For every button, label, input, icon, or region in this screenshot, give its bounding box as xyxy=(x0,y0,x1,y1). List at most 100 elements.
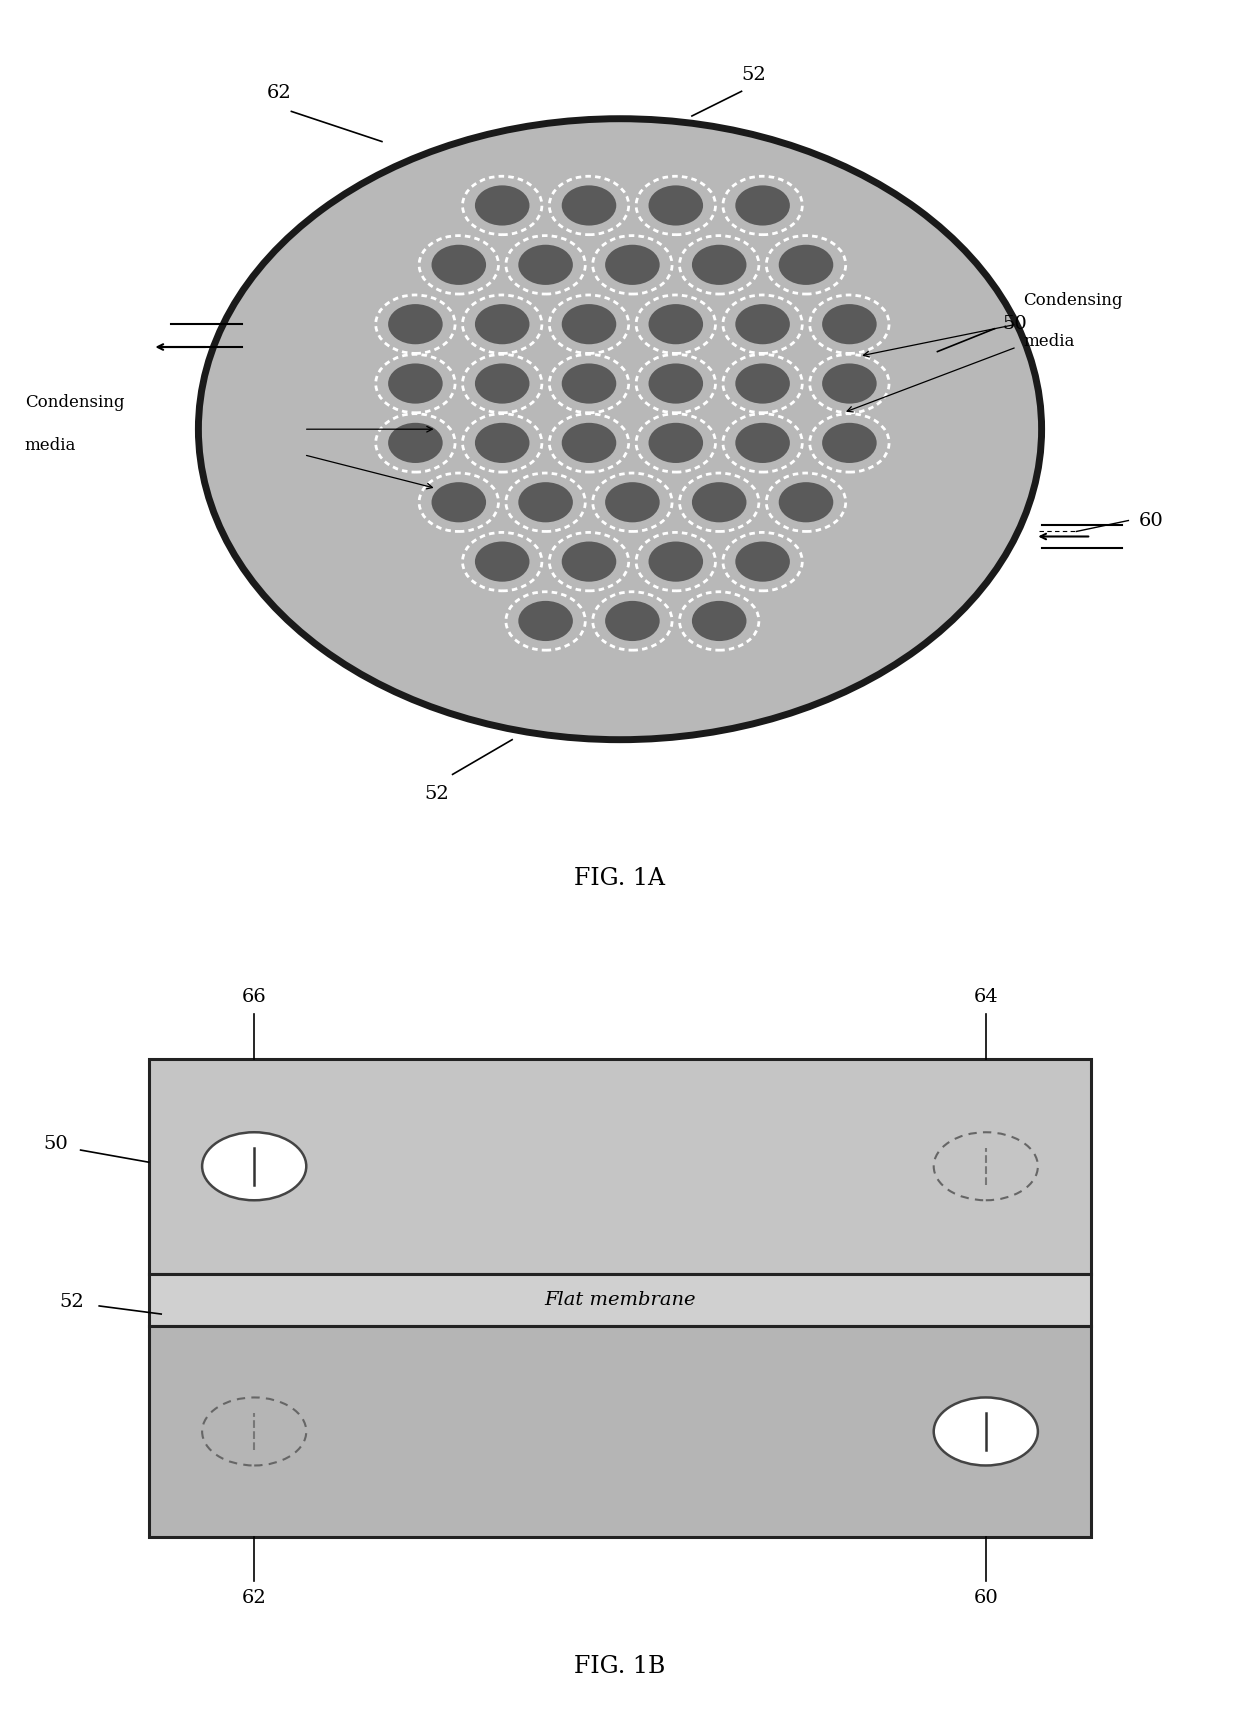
Text: 64: 64 xyxy=(973,989,998,1006)
Text: 62: 62 xyxy=(267,84,291,102)
Text: FIG. 1B: FIG. 1B xyxy=(574,1654,666,1678)
Circle shape xyxy=(593,591,672,650)
Text: 52: 52 xyxy=(60,1292,84,1311)
Circle shape xyxy=(649,303,703,345)
Circle shape xyxy=(735,186,790,226)
Circle shape xyxy=(636,532,715,591)
Circle shape xyxy=(376,414,455,472)
Circle shape xyxy=(723,295,802,353)
Circle shape xyxy=(562,541,616,582)
Circle shape xyxy=(593,474,672,531)
Circle shape xyxy=(680,236,759,295)
Circle shape xyxy=(822,422,877,463)
Circle shape xyxy=(376,355,455,414)
Text: 50: 50 xyxy=(43,1134,68,1153)
Circle shape xyxy=(202,1132,306,1201)
Text: 52: 52 xyxy=(424,786,449,803)
Circle shape xyxy=(506,474,585,531)
Circle shape xyxy=(692,601,746,641)
Circle shape xyxy=(605,245,660,284)
Circle shape xyxy=(388,303,443,345)
Circle shape xyxy=(735,541,790,582)
Circle shape xyxy=(518,245,573,284)
Circle shape xyxy=(549,295,629,353)
Circle shape xyxy=(593,236,672,295)
Text: FIG. 1A: FIG. 1A xyxy=(574,867,666,891)
Text: 66: 66 xyxy=(242,989,267,1006)
Circle shape xyxy=(388,364,443,403)
Circle shape xyxy=(766,236,846,295)
Circle shape xyxy=(549,414,629,472)
Circle shape xyxy=(463,176,542,234)
Circle shape xyxy=(822,303,877,345)
Text: 60: 60 xyxy=(973,1589,998,1608)
Circle shape xyxy=(419,236,498,295)
Text: 50: 50 xyxy=(1002,315,1027,333)
Text: Condensing: Condensing xyxy=(1023,291,1122,308)
Circle shape xyxy=(376,295,455,353)
Circle shape xyxy=(518,601,573,641)
Text: Condensing: Condensing xyxy=(25,395,124,412)
Circle shape xyxy=(506,591,585,650)
Circle shape xyxy=(518,482,573,522)
Circle shape xyxy=(506,236,585,295)
Circle shape xyxy=(636,355,715,414)
Circle shape xyxy=(636,295,715,353)
Circle shape xyxy=(735,303,790,345)
Circle shape xyxy=(649,364,703,403)
Circle shape xyxy=(649,541,703,582)
Circle shape xyxy=(680,474,759,531)
Text: media: media xyxy=(25,436,76,453)
Circle shape xyxy=(562,364,616,403)
Circle shape xyxy=(388,422,443,463)
Circle shape xyxy=(779,245,833,284)
Circle shape xyxy=(822,364,877,403)
Text: 60: 60 xyxy=(1138,512,1163,529)
Circle shape xyxy=(549,532,629,591)
Circle shape xyxy=(680,591,759,650)
Bar xyxy=(149,1327,1091,1537)
Circle shape xyxy=(463,532,542,591)
Circle shape xyxy=(692,482,746,522)
Circle shape xyxy=(934,1397,1038,1466)
Circle shape xyxy=(562,186,616,226)
Circle shape xyxy=(649,422,703,463)
Bar xyxy=(149,1060,1091,1273)
Text: 62: 62 xyxy=(242,1589,267,1608)
Text: media: media xyxy=(1023,333,1074,350)
Circle shape xyxy=(475,303,529,345)
Circle shape xyxy=(475,364,529,403)
Circle shape xyxy=(605,482,660,522)
Circle shape xyxy=(202,1397,306,1466)
Circle shape xyxy=(562,422,616,463)
Circle shape xyxy=(779,482,833,522)
Circle shape xyxy=(723,414,802,472)
Circle shape xyxy=(934,1132,1038,1201)
Circle shape xyxy=(810,414,889,472)
Circle shape xyxy=(649,186,703,226)
Circle shape xyxy=(475,541,529,582)
Circle shape xyxy=(198,119,1042,739)
Text: Flat membrane: Flat membrane xyxy=(544,1291,696,1309)
Circle shape xyxy=(723,532,802,591)
Circle shape xyxy=(735,364,790,403)
Circle shape xyxy=(549,355,629,414)
Circle shape xyxy=(692,245,746,284)
Circle shape xyxy=(636,414,715,472)
Bar xyxy=(149,1273,1091,1327)
Circle shape xyxy=(735,422,790,463)
Circle shape xyxy=(723,176,802,234)
Circle shape xyxy=(463,295,542,353)
Circle shape xyxy=(475,422,529,463)
Circle shape xyxy=(463,355,542,414)
Circle shape xyxy=(419,474,498,531)
Circle shape xyxy=(636,176,715,234)
Circle shape xyxy=(605,601,660,641)
Circle shape xyxy=(432,482,486,522)
Circle shape xyxy=(766,474,846,531)
Circle shape xyxy=(463,414,542,472)
Circle shape xyxy=(562,303,616,345)
Circle shape xyxy=(810,295,889,353)
Circle shape xyxy=(549,176,629,234)
Circle shape xyxy=(810,355,889,414)
